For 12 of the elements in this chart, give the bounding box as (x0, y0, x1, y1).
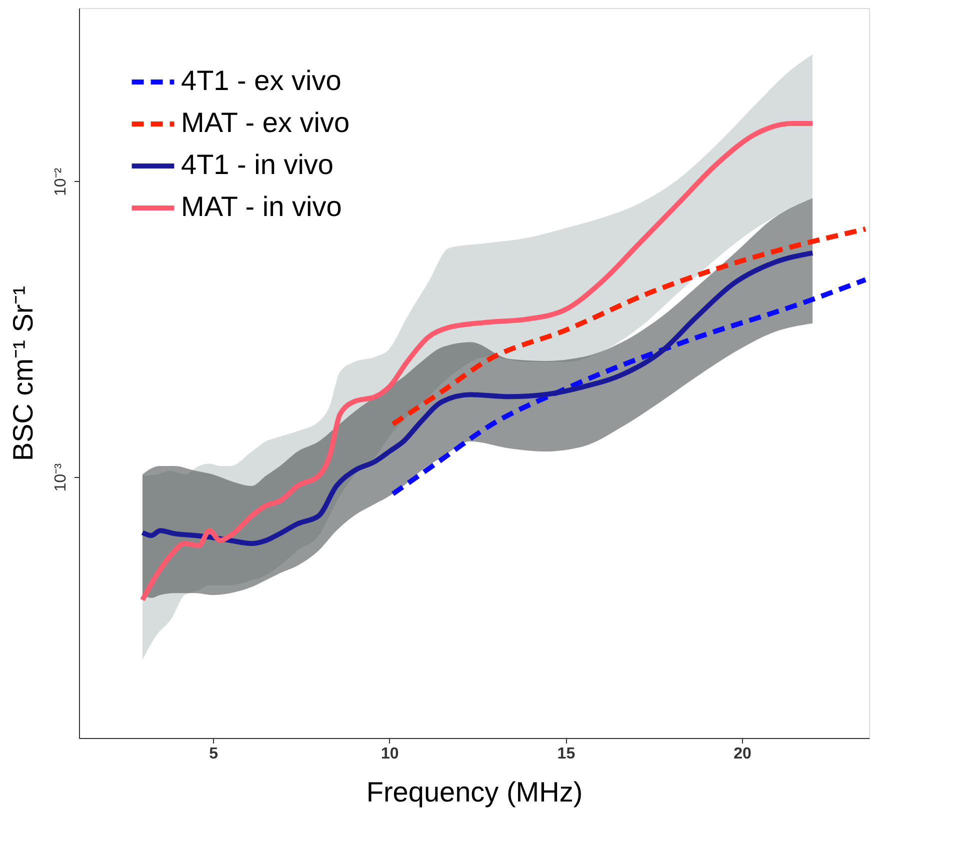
y-tick-label: 10⁻³ (52, 462, 70, 492)
legend-label: 4T1 - ex vivo (181, 65, 342, 96)
x-axis-title: Frequency (MHz) (366, 776, 583, 808)
x-tick-label: 20 (734, 746, 752, 762)
legend-label: MAT - ex vivo (181, 107, 350, 138)
legend-label: MAT - in vivo (181, 191, 342, 222)
x-tick-label: 5 (209, 746, 218, 762)
legend-label: 4T1 - in vivo (181, 149, 334, 180)
y-axis-title: BSC cm⁻¹ Sr⁻¹ (8, 286, 38, 462)
x-tick-label: 15 (557, 746, 576, 762)
y-tick-label: 10⁻² (52, 167, 70, 196)
x-tick-label: 10 (380, 746, 399, 762)
